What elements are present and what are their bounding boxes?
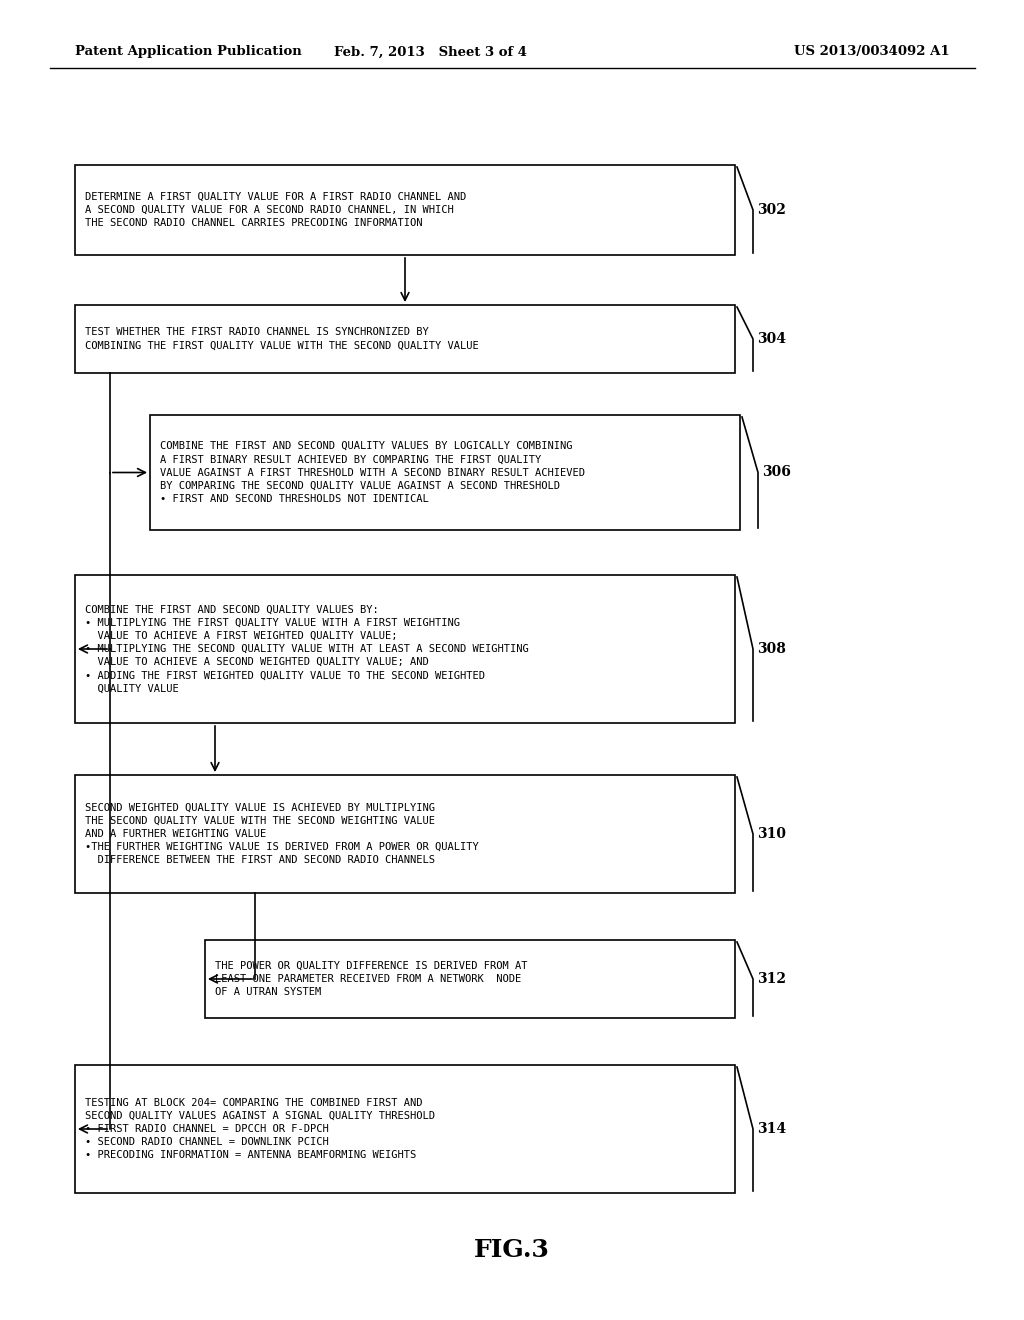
- Text: 306: 306: [762, 466, 791, 479]
- Text: Patent Application Publication: Patent Application Publication: [75, 45, 302, 58]
- Text: COMBINE THE FIRST AND SECOND QUALITY VALUES BY LOGICALLY COMBINING
A FIRST BINAR: COMBINE THE FIRST AND SECOND QUALITY VAL…: [160, 441, 585, 504]
- Bar: [75, 1065, 735, 1193]
- Text: 308: 308: [757, 642, 785, 656]
- Bar: [75, 775, 735, 894]
- Text: FIG.3: FIG.3: [474, 1238, 550, 1262]
- Text: DETERMINE A FIRST QUALITY VALUE FOR A FIRST RADIO CHANNEL AND
A SECOND QUALITY V: DETERMINE A FIRST QUALITY VALUE FOR A FI…: [85, 191, 466, 228]
- Text: 312: 312: [757, 972, 786, 986]
- Text: SECOND WEIGHTED QUALITY VALUE IS ACHIEVED BY MULTIPLYING
THE SECOND QUALITY VALU: SECOND WEIGHTED QUALITY VALUE IS ACHIEVE…: [85, 803, 479, 866]
- Bar: [75, 305, 735, 374]
- Text: 314: 314: [757, 1122, 786, 1137]
- Text: 310: 310: [757, 828, 786, 841]
- Bar: [75, 165, 735, 255]
- Text: 304: 304: [757, 333, 786, 346]
- Text: Feb. 7, 2013   Sheet 3 of 4: Feb. 7, 2013 Sheet 3 of 4: [334, 45, 526, 58]
- Bar: [205, 940, 735, 1018]
- Text: TEST WHETHER THE FIRST RADIO CHANNEL IS SYNCHRONIZED BY
COMBINING THE FIRST QUAL: TEST WHETHER THE FIRST RADIO CHANNEL IS …: [85, 327, 479, 351]
- Bar: [150, 414, 740, 531]
- Bar: [75, 576, 735, 723]
- Text: US 2013/0034092 A1: US 2013/0034092 A1: [795, 45, 950, 58]
- Text: TESTING AT BLOCK 204= COMPARING THE COMBINED FIRST AND
SECOND QUALITY VALUES AGA: TESTING AT BLOCK 204= COMPARING THE COMB…: [85, 1098, 435, 1160]
- Text: THE POWER OR QUALITY DIFFERENCE IS DERIVED FROM AT
LEAST ONE PARAMETER RECEIVED : THE POWER OR QUALITY DIFFERENCE IS DERIV…: [215, 961, 527, 997]
- Text: 302: 302: [757, 203, 785, 216]
- Text: COMBINE THE FIRST AND SECOND QUALITY VALUES BY:
• MULTIPLYING THE FIRST QUALITY : COMBINE THE FIRST AND SECOND QUALITY VAL…: [85, 605, 528, 693]
